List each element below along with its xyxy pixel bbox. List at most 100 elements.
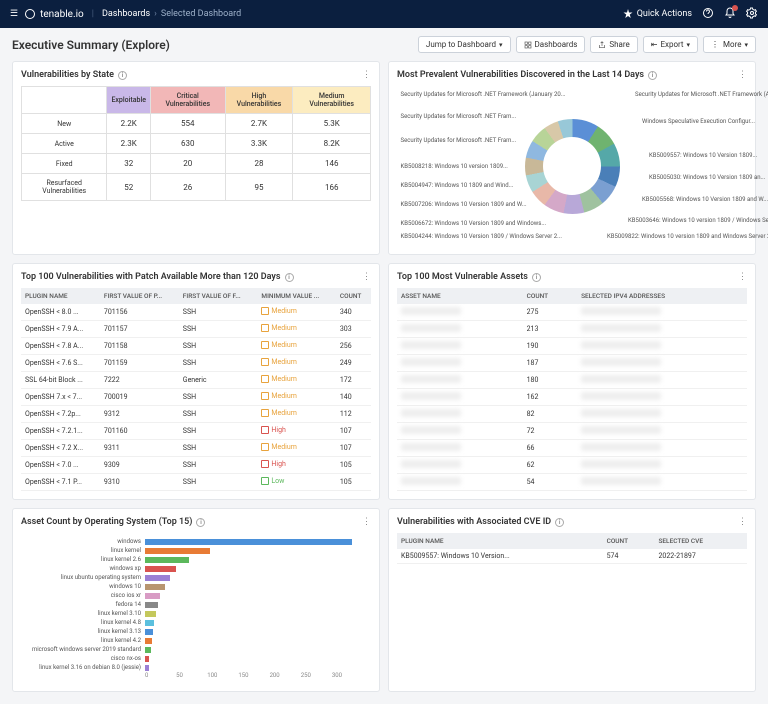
card-asset-by-os: Asset Count by Operating System (Top 15)… [12,508,380,692]
table-row[interactable]: 62 [397,457,747,474]
table-row[interactable]: 162 [397,389,747,406]
info-icon[interactable]: i [118,71,127,80]
bar-row[interactable]: linux kernel 4.2 [21,636,363,645]
hamburger-icon[interactable]: ☰ [10,9,18,19]
card-menu-icon[interactable]: ⋮ [362,517,371,527]
bar-row[interactable]: fedora 14 [21,600,363,609]
donut-label[interactable]: KB5005568: Windows 10 Version 1809 and W… [642,196,768,203]
table-row[interactable]: 213 [397,321,747,338]
assets-table: ASSET NAMECOUNTSELECTED IPV4 ADDRESSES27… [397,288,747,491]
donut-label[interactable]: KB5007206: Windows 10 Version 1809 and W… [401,201,527,208]
os-bar-chart[interactable]: windowslinux kernellinux kernel 2.6windo… [21,533,371,683]
table-row[interactable]: 190 [397,338,747,355]
col-header: PLUGIN NAME [21,288,100,304]
nav-section[interactable]: Dashboards [102,9,150,19]
card-menu-icon[interactable]: ⋮ [738,70,747,80]
card-title: Most Prevalent Vulnerabilities Discovere… [397,70,644,80]
notifications-icon[interactable] [724,7,736,22]
dashboards-button[interactable]: Dashboards [516,36,586,53]
bar-row[interactable]: windows xp [21,564,363,573]
table-row[interactable]: OpenSSH 7.x < 7...700019SSHMedium140 [21,389,371,406]
info-icon[interactable]: i [285,273,294,282]
info-icon[interactable]: i [648,71,657,80]
quick-actions-button[interactable]: Quick Actions [622,8,692,20]
table-row[interactable]: OpenSSH < 8.0 ...701156SSHMedium340 [21,304,371,321]
col-header: FIRST VALUE OF P... [100,288,179,304]
col-header: Medium Vulnerabilities [293,87,371,114]
donut-label[interactable]: KB5009557: Windows 10 Version 1809... [649,152,757,159]
table-row[interactable]: 82 [397,406,747,423]
donut-label[interactable]: KB5008218: Windows 10 version 1809... [401,163,508,170]
more-button[interactable]: ⋮More▾ [703,36,756,53]
donut-label[interactable]: KB5003646: Windows 10 version 1809 / Win… [628,217,768,224]
donut-label[interactable]: Security Updates for Microsoft .NET Fram… [401,137,517,144]
donut-label[interactable]: Security Updates for Microsoft .NET Fram… [635,91,768,98]
table-row[interactable]: 180 [397,372,747,389]
col-header: COUNT [336,288,371,304]
table-row[interactable]: 275 [397,304,747,321]
table-row[interactable]: Active2.3K6303.3K8.2K [22,134,371,154]
donut-label[interactable]: Windows Speculative Execution Configur..… [642,118,755,125]
table-row[interactable]: New2.2K5542.7K5.3K [22,114,371,134]
table-row[interactable]: OpenSSH < 7.6 S...701159SSHMedium249 [21,355,371,372]
table-row[interactable]: Resurfaced Vulnerabilities522695166 [22,174,371,201]
table-row[interactable]: KB5009557: Windows 10 Version...5742022-… [397,549,747,564]
donut-label[interactable]: KB5009822: Windows 10 version 1809 and W… [607,233,768,240]
nav-subsection[interactable]: Selected Dashboard [161,9,241,19]
table-row[interactable]: OpenSSH < 7.2p...9312SSHMedium112 [21,406,371,423]
bar-row[interactable]: windows [21,537,363,546]
donut-label[interactable]: Security Updates for Microsoft .NET Fram… [401,113,517,120]
card-top-vulns-patch: Top 100 Vulnerabilities with Patch Avail… [12,263,380,500]
col-header: SELECTED CVE [654,533,747,549]
bar-row[interactable]: linux kernel 3.13 [21,627,363,636]
bar-row[interactable]: linux kernel 3.16 on debian 8.0 (jessie) [21,663,363,672]
table-row[interactable]: OpenSSH < 7.2.1...701160SSHHigh107 [21,423,371,440]
donut-label[interactable]: KB5006672: Windows 10 Version 1809 and W… [401,220,547,227]
table-row[interactable]: SSL 64-bit Block ...7222GenericMedium172 [21,372,371,389]
donut-label[interactable]: KB5004947: Windows 10 1809 and Wind... [401,182,514,189]
table-row[interactable]: 72 [397,423,747,440]
card-cve: Vulnerabilities with Associated CVE IDi … [388,508,756,692]
help-icon[interactable] [702,7,714,22]
card-menu-icon[interactable]: ⋮ [738,272,747,282]
table-row[interactable]: 66 [397,440,747,457]
table-row[interactable]: OpenSSH < 7.0 ...9309SSHHigh105 [21,457,371,474]
bar-row[interactable]: linux kernel 4.8 [21,618,363,627]
table-row[interactable]: 187 [397,355,747,372]
bar-row[interactable]: linux kernel [21,546,363,555]
col-header: MINIMUM VALUE ... [257,288,335,304]
vuln-state-table: ExploitableCritical VulnerabilitiesHigh … [21,86,371,201]
info-icon[interactable]: i [532,273,541,282]
table-row[interactable]: OpenSSH < 7.2 X...9311SSHMedium107 [21,440,371,457]
brand-logo[interactable]: tenable.io [24,8,84,20]
donut-chart[interactable]: Security Updates for Microsoft .NET Fram… [397,86,747,246]
export-button[interactable]: ⇤Export▾ [643,36,698,53]
card-menu-icon[interactable]: ⋮ [738,517,747,527]
card-title: Top 100 Vulnerabilities with Patch Avail… [21,272,281,282]
bar-row[interactable]: linux ubuntu operating system [21,573,363,582]
bar-row[interactable]: windows 10 [21,582,363,591]
bar-row[interactable]: cisco ios xr [21,591,363,600]
bar-row[interactable]: linux kernel 2.6 [21,555,363,564]
card-title: Vulnerabilities with Associated CVE ID [397,517,551,527]
donut-label[interactable]: KB5004244: Windows 10 Version 1809 / Win… [401,233,562,240]
table-row[interactable]: Fixed322028146 [22,154,371,174]
info-icon[interactable]: i [196,518,205,527]
donut-label[interactable]: Security Updates for Microsoft .NET Fram… [401,91,566,98]
jump-to-dashboard-button[interactable]: Jump to Dashboard▾ [418,36,511,53]
info-icon[interactable]: i [555,518,564,527]
col-header: Exploitable [107,87,151,114]
col-header [22,87,107,114]
bar-row[interactable]: linux kernel 3.10 [21,609,363,618]
bar-row[interactable]: microsoft windows server 2019 standard [21,645,363,654]
card-menu-icon[interactable]: ⋮ [362,70,371,80]
settings-icon[interactable] [746,7,758,22]
donut-label[interactable]: KB5005030: Windows 10 Version 1809 an... [649,174,765,181]
table-row[interactable]: 54 [397,474,747,491]
table-row[interactable]: OpenSSH < 7.1 P...9310SSHLow105 [21,474,371,491]
table-row[interactable]: OpenSSH < 7.8 A...701158SSHMedium256 [21,338,371,355]
card-menu-icon[interactable]: ⋮ [362,272,371,282]
bar-row[interactable]: cisco nx-os [21,654,363,663]
table-row[interactable]: OpenSSH < 7.9 A...701157SSHMedium303 [21,321,371,338]
share-button[interactable]: Share [590,36,637,53]
